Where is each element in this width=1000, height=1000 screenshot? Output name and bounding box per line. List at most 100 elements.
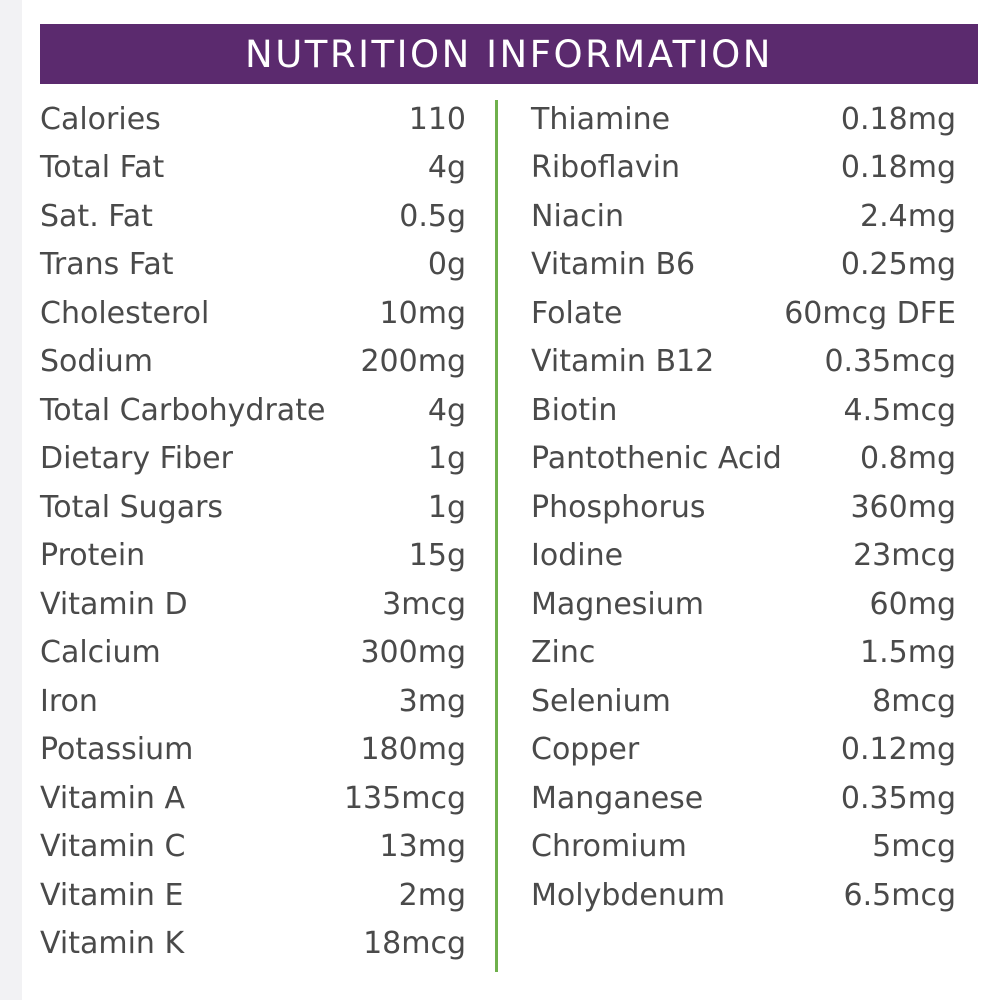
nutrient-row: Vitamin C 13mg: [40, 823, 466, 872]
nutrient-value: 10mg: [379, 295, 466, 331]
nutrient-row: Chromium 5mcg: [531, 823, 956, 872]
nutrient-name: Sat. Fat: [40, 198, 153, 234]
nutrient-row: Sat. Fat 0.5g: [40, 192, 466, 241]
nutrient-row: Iodine 23mcg: [531, 532, 956, 581]
nutrient-row: Trans Fat 0g: [40, 241, 466, 290]
nutrient-name: Magnesium: [531, 586, 704, 622]
nutrient-row: Thiamine 0.18mg: [531, 95, 956, 144]
nutrition-header-bar: NUTRITION INFORMATION: [40, 24, 978, 84]
page-title: NUTRITION INFORMATION: [245, 32, 773, 76]
nutrient-value: 2mg: [398, 877, 466, 913]
nutrient-row: Vitamin D 3mcg: [40, 580, 466, 629]
nutrient-name: Vitamin E: [40, 877, 184, 913]
nutrient-name: Zinc: [531, 635, 596, 671]
nutrient-value: 3mg: [398, 683, 466, 719]
nutrient-value: 1g: [427, 441, 466, 477]
right-nutrient-column: Thiamine 0.18mg Riboflavin 0.18mg Niacin 2.4m…: [531, 95, 956, 920]
nutrient-value: 6.5mcg: [843, 877, 956, 913]
nutrient-name: Total Sugars: [40, 489, 224, 525]
nutrient-value: 13mg: [379, 829, 466, 865]
nutrient-row: Total Sugars 1g: [40, 483, 466, 532]
nutrient-value: 15g: [408, 538, 466, 574]
nutrient-row: Vitamin B12 0.35mcg: [531, 338, 956, 387]
nutrient-value: 5mcg: [872, 829, 956, 865]
nutrient-name: Pantothenic Acid: [531, 441, 782, 477]
nutrient-value: 3mcg: [382, 586, 466, 622]
nutrient-name: Phosphorus: [531, 489, 706, 525]
nutrient-value: 0.18mg: [840, 150, 956, 186]
nutrient-row: Pantothenic Acid 0.8mg: [531, 435, 956, 484]
nutrient-value: 180mg: [360, 732, 466, 768]
nutrient-name: Manganese: [531, 780, 704, 816]
nutrient-row: Vitamin K 18mcg: [40, 920, 466, 969]
nutrient-row: Total Carbohydrate 4g: [40, 386, 466, 435]
nutrient-name: Selenium: [531, 683, 671, 719]
nutrient-name: Biotin: [531, 392, 618, 428]
nutrient-name: Iodine: [531, 538, 624, 574]
nutrient-value: 8mcg: [872, 683, 956, 719]
nutrient-name: Calories: [40, 101, 161, 137]
nutrient-row: Phosphorus 360mg: [531, 483, 956, 532]
nutrient-row: Total Fat 4g: [40, 144, 466, 193]
nutrient-row: Vitamin A 135mcg: [40, 774, 466, 823]
nutrient-name: Dietary Fiber: [40, 441, 233, 477]
nutrient-value: 4g: [427, 392, 466, 428]
nutrient-value: 135mcg: [343, 780, 466, 816]
nutrition-panel: [22, 0, 1000, 1000]
nutrient-name: Vitamin A: [40, 780, 185, 816]
nutrient-row: Vitamin E 2mg: [40, 871, 466, 920]
left-nutrient-column: Calories 110 Total Fat 4g Sat. Fat 0.5g Trans …: [40, 95, 466, 968]
column-divider: [495, 100, 498, 972]
nutrient-row: Calories 110: [40, 95, 466, 144]
nutrient-value: 0g: [427, 247, 466, 283]
nutrient-row: Selenium 8mcg: [531, 677, 956, 726]
nutrient-value: 110: [408, 101, 466, 137]
nutrient-name: Folate: [531, 295, 623, 331]
nutrient-row: Protein 15g: [40, 532, 466, 581]
nutrient-name: Vitamin C: [40, 829, 186, 865]
nutrient-row: Biotin 4.5mcg: [531, 386, 956, 435]
nutrient-row: Manganese 0.35mg: [531, 774, 956, 823]
nutrient-value: 0.8mg: [860, 441, 956, 477]
nutrient-value: 0.18mg: [840, 101, 956, 137]
nutrient-name: Vitamin B6: [531, 247, 696, 283]
nutrient-value: 1g: [427, 489, 466, 525]
nutrient-name: Riboflavin: [531, 150, 680, 186]
nutrient-name: Iron: [40, 683, 98, 719]
nutrient-name: Vitamin D: [40, 586, 188, 622]
nutrient-name: Calcium: [40, 635, 161, 671]
nutrient-row: Dietary Fiber 1g: [40, 435, 466, 484]
nutrient-name: Copper: [531, 732, 640, 768]
nutrient-row: Copper 0.12mg: [531, 726, 956, 775]
nutrient-value: 60mg: [869, 586, 956, 622]
nutrient-value: 0.35mg: [840, 780, 956, 816]
nutrient-value: 1.5mg: [860, 635, 956, 671]
nutrient-row: Zinc 1.5mg: [531, 629, 956, 678]
nutrient-value: 0.35mcg: [824, 344, 956, 380]
nutrient-value: 60mcg DFE: [784, 295, 956, 331]
nutrient-value: 0.5g: [399, 198, 466, 234]
nutrient-row: Magnesium 60mg: [531, 580, 956, 629]
nutrient-row: Vitamin B6 0.25mg: [531, 241, 956, 290]
nutrient-row: Molybdenum 6.5mcg: [531, 871, 956, 920]
nutrient-value: 300mg: [360, 635, 466, 671]
nutrient-name: Trans Fat: [40, 247, 174, 283]
nutrient-name: Cholesterol: [40, 295, 210, 331]
nutrient-name: Niacin: [531, 198, 625, 234]
nutrient-row: Iron 3mg: [40, 677, 466, 726]
nutrient-name: Total Fat: [40, 150, 165, 186]
nutrient-row: Folate 60mcg DFE: [531, 289, 956, 338]
nutrient-name: Sodium: [40, 344, 154, 380]
nutrient-value: 23mcg: [853, 538, 956, 574]
nutrient-name: Total Carbohydrate: [40, 392, 326, 428]
nutrient-row: Potassium 180mg: [40, 726, 466, 775]
nutrient-name: Potassium: [40, 732, 194, 768]
nutrient-name: Vitamin B12: [531, 344, 715, 380]
nutrient-value: 0.12mg: [840, 732, 956, 768]
nutrient-name: Chromium: [531, 829, 687, 865]
nutrient-value: 0.25mg: [840, 247, 956, 283]
nutrient-name: Molybdenum: [531, 877, 726, 913]
nutrient-value: 360mg: [850, 489, 956, 525]
nutrient-value: 4.5mcg: [843, 392, 956, 428]
nutrient-value: 200mg: [360, 344, 466, 380]
